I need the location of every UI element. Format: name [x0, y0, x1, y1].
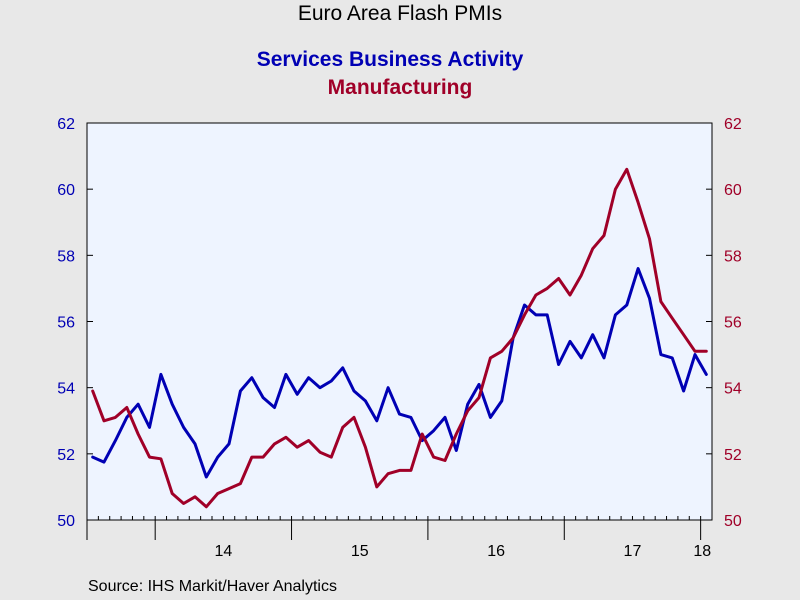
- x-tick-label: 18: [693, 543, 711, 560]
- left-tick-label: 58: [57, 248, 75, 265]
- right-tick-label: 60: [724, 182, 742, 199]
- x-tick-label: 14: [214, 543, 232, 560]
- right-tick-label: 50: [724, 513, 742, 530]
- left-tick-label: 56: [57, 315, 75, 332]
- left-tick-label: 62: [57, 116, 75, 133]
- services-series-line: [91, 267, 708, 479]
- manufacturing-series-line: [91, 167, 708, 509]
- left-tick-label: 60: [57, 182, 75, 199]
- right-tick-label: 62: [724, 116, 742, 133]
- right-tick-label: 56: [724, 315, 742, 332]
- chart-title: Euro Area Flash PMIs: [297, 2, 503, 25]
- left-tick-label: 54: [57, 381, 75, 398]
- left-tick-label: 50: [57, 513, 75, 530]
- right-tick-label: 54: [724, 381, 742, 398]
- x-tick-label: 16: [487, 543, 505, 560]
- legend-manufacturing: Manufacturing: [327, 76, 473, 99]
- left-tick-label: 52: [57, 447, 75, 464]
- source-note: Source: IHS Markit/Haver Analytics: [88, 578, 337, 595]
- x-tick-label: 17: [624, 543, 642, 560]
- x-tick-label: 15: [351, 543, 369, 560]
- right-tick-label: 52: [724, 447, 742, 464]
- right-tick-label: 58: [724, 248, 742, 265]
- legend-services: Services Business Activity: [256, 48, 524, 71]
- plot-area: [86, 122, 713, 521]
